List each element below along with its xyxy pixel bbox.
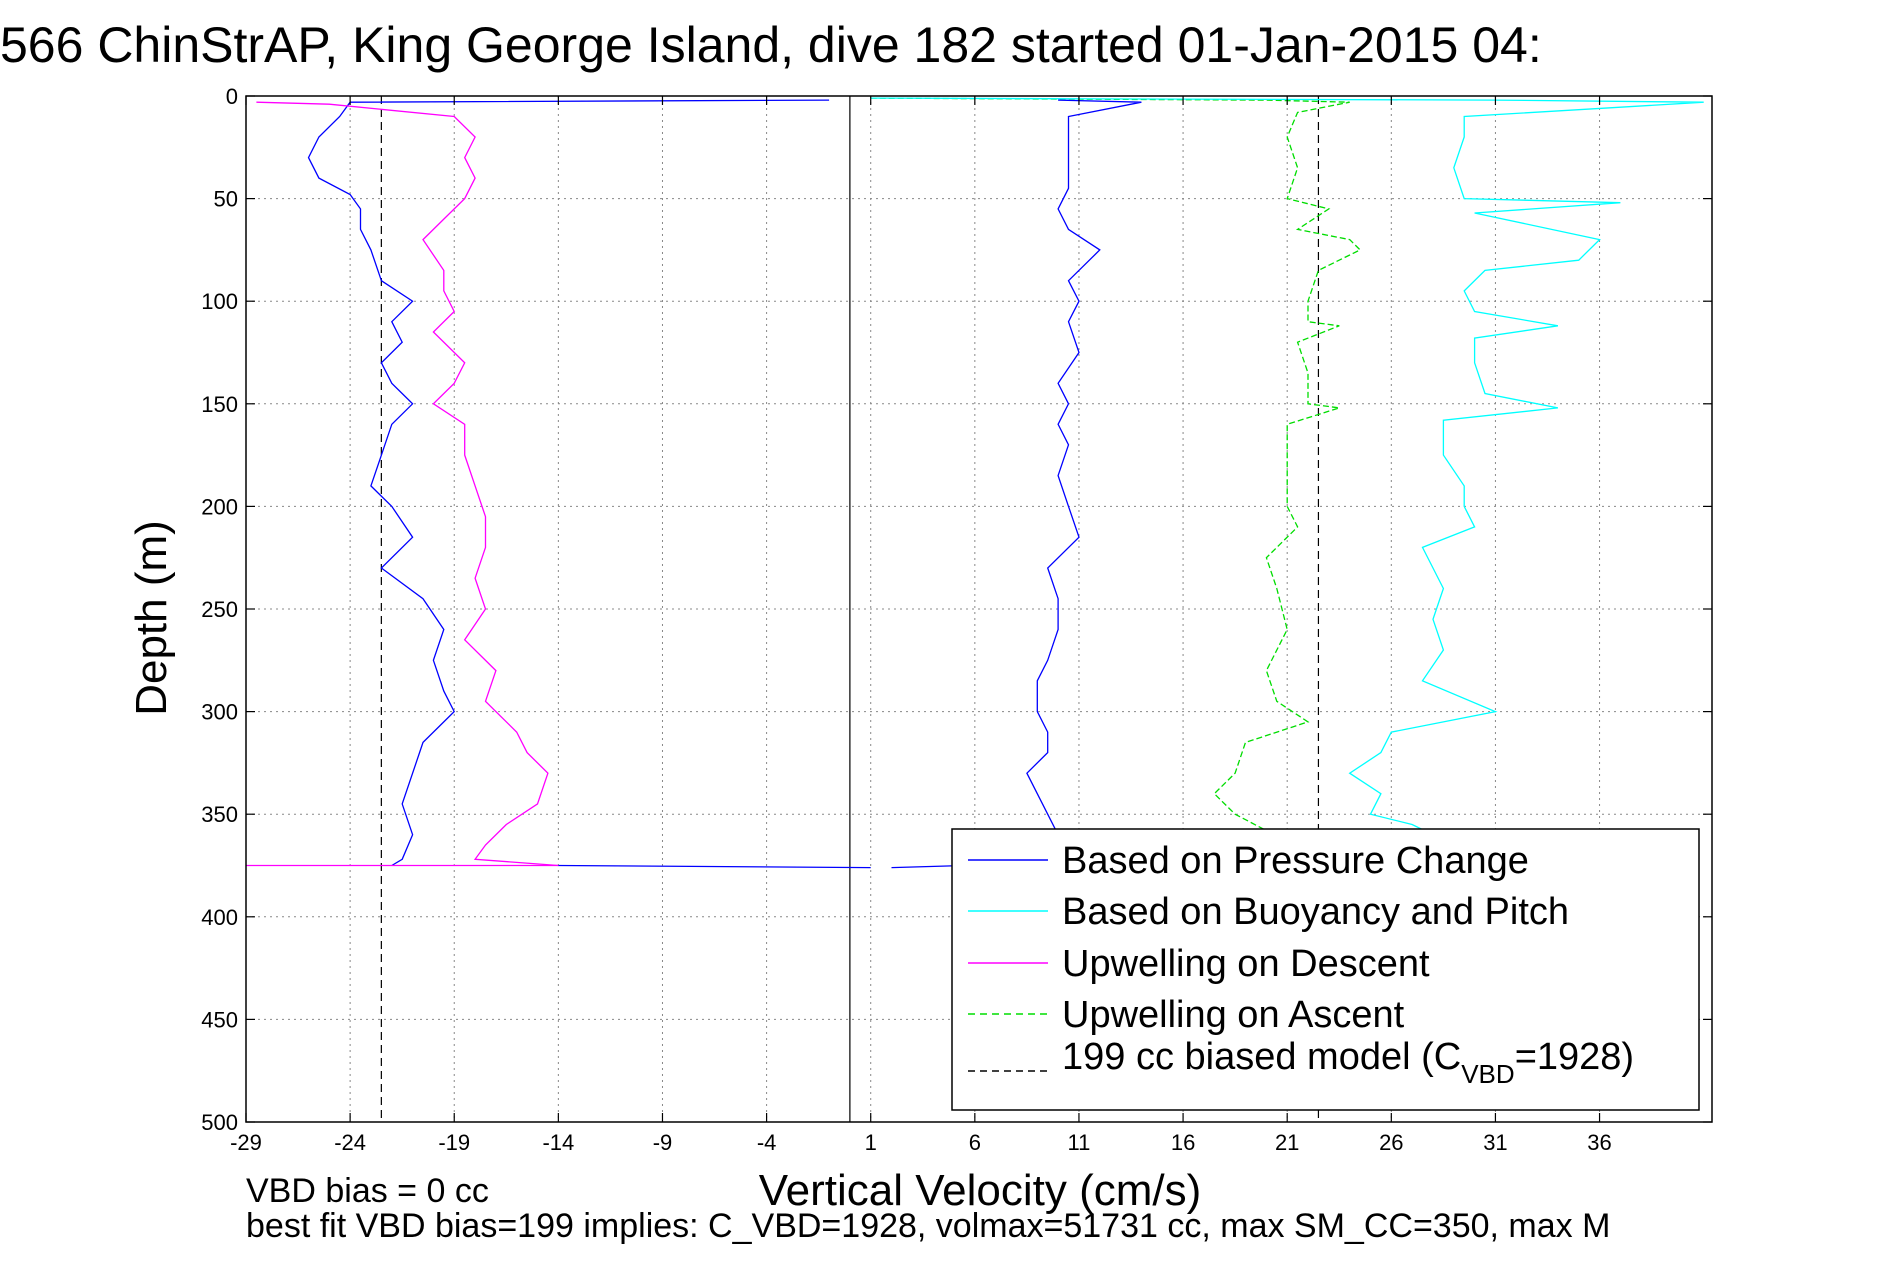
- legend-label-model-main: 199 cc biased model (C: [1062, 1036, 1461, 1078]
- y-tick-label: 0: [226, 84, 238, 109]
- y-tick-label: 350: [201, 802, 238, 827]
- x-tick-label: -19: [438, 1130, 470, 1155]
- series-line: [891, 99, 1142, 869]
- axis-ticks: -29 -24 -19 -14 -9 -4 1 6 11 16 21 26 31 360501001502…: [201, 84, 1712, 1155]
- footnote-vbd-bias: VBD bias = 0 cc: [246, 1172, 489, 1210]
- legend-label-model-end: =1928): [1515, 1036, 1634, 1078]
- legend-box: [951, 828, 1700, 1111]
- x-tick-label: -29: [230, 1130, 262, 1155]
- x-tick-label: 36: [1587, 1130, 1611, 1155]
- y-tick-label: 250: [201, 597, 238, 622]
- y-tick-label: 150: [201, 392, 238, 417]
- legend-label-pressure: Based on Pressure Change: [1062, 840, 1529, 882]
- x-tick-label: -4: [757, 1130, 777, 1155]
- x-axis-label: Vertical Velocity (cm/s): [759, 1166, 1202, 1215]
- x-tick-label: -9: [653, 1130, 673, 1155]
- y-tick-label: 50: [214, 187, 238, 212]
- legend-label-descent: Upwelling on Descent: [1062, 943, 1430, 985]
- x-tick-label: 6: [969, 1130, 981, 1155]
- x-tick-label: 11: [1068, 1130, 1091, 1155]
- x-tick-label: -24: [334, 1130, 366, 1155]
- y-tick-label: 200: [201, 494, 238, 519]
- x-tick-label: 26: [1379, 1130, 1403, 1155]
- series-line: [307, 99, 830, 867]
- legend-label-buoyancy: Based on Buoyancy and Pitch: [1062, 891, 1569, 933]
- series-line: [870, 97, 1362, 836]
- reference-lines: [380, 96, 1320, 1122]
- y-tick-label: 500: [201, 1110, 238, 1135]
- series-line: [256, 101, 559, 867]
- legend-label-ascent: Upwelling on Ascent: [1062, 994, 1405, 1036]
- x-tick-label: -14: [542, 1130, 574, 1155]
- legend: Based on Pressure Change Based on Buoyan…: [951, 828, 1700, 1111]
- y-tick-label: 100: [201, 289, 238, 314]
- x-tick-label: 31: [1483, 1130, 1507, 1155]
- series-line: [558, 864, 871, 869]
- x-tick-label: 21: [1275, 1130, 1299, 1155]
- x-tick-label: 16: [1171, 1130, 1195, 1155]
- series-line: [870, 97, 1704, 836]
- chart-title: 566 ChinStrAP, King George Island, dive …: [0, 17, 1542, 73]
- y-axis-label: Depth (m): [127, 520, 176, 716]
- footnote-best-fit: best fit VBD bias=199 implies: C_VBD=192…: [246, 1207, 1610, 1245]
- y-tick-label: 300: [201, 700, 238, 725]
- legend-label-model: 199 cc biased model (CVBD=1928): [1062, 1036, 1634, 1089]
- x-tick-label: 1: [865, 1130, 877, 1155]
- series-lines: [246, 97, 1704, 869]
- legend-label-model-sub: VBD: [1461, 1059, 1514, 1089]
- y-tick-label: 400: [201, 905, 238, 930]
- y-tick-label: 450: [201, 1007, 238, 1032]
